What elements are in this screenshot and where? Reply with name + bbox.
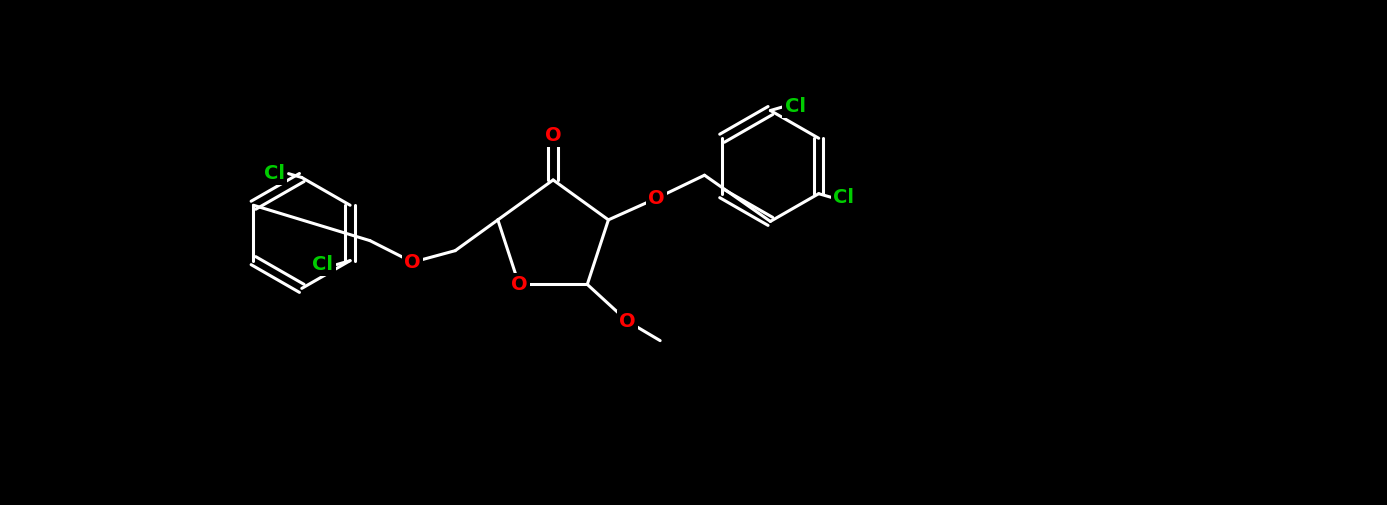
Text: O: O: [619, 312, 635, 331]
Text: O: O: [648, 189, 664, 208]
Text: Cl: Cl: [312, 255, 333, 274]
Text: Cl: Cl: [785, 97, 806, 116]
Text: O: O: [404, 252, 420, 272]
Text: O: O: [545, 126, 562, 145]
Text: O: O: [510, 275, 527, 294]
Text: Cl: Cl: [834, 188, 854, 207]
Text: Cl: Cl: [264, 164, 286, 183]
